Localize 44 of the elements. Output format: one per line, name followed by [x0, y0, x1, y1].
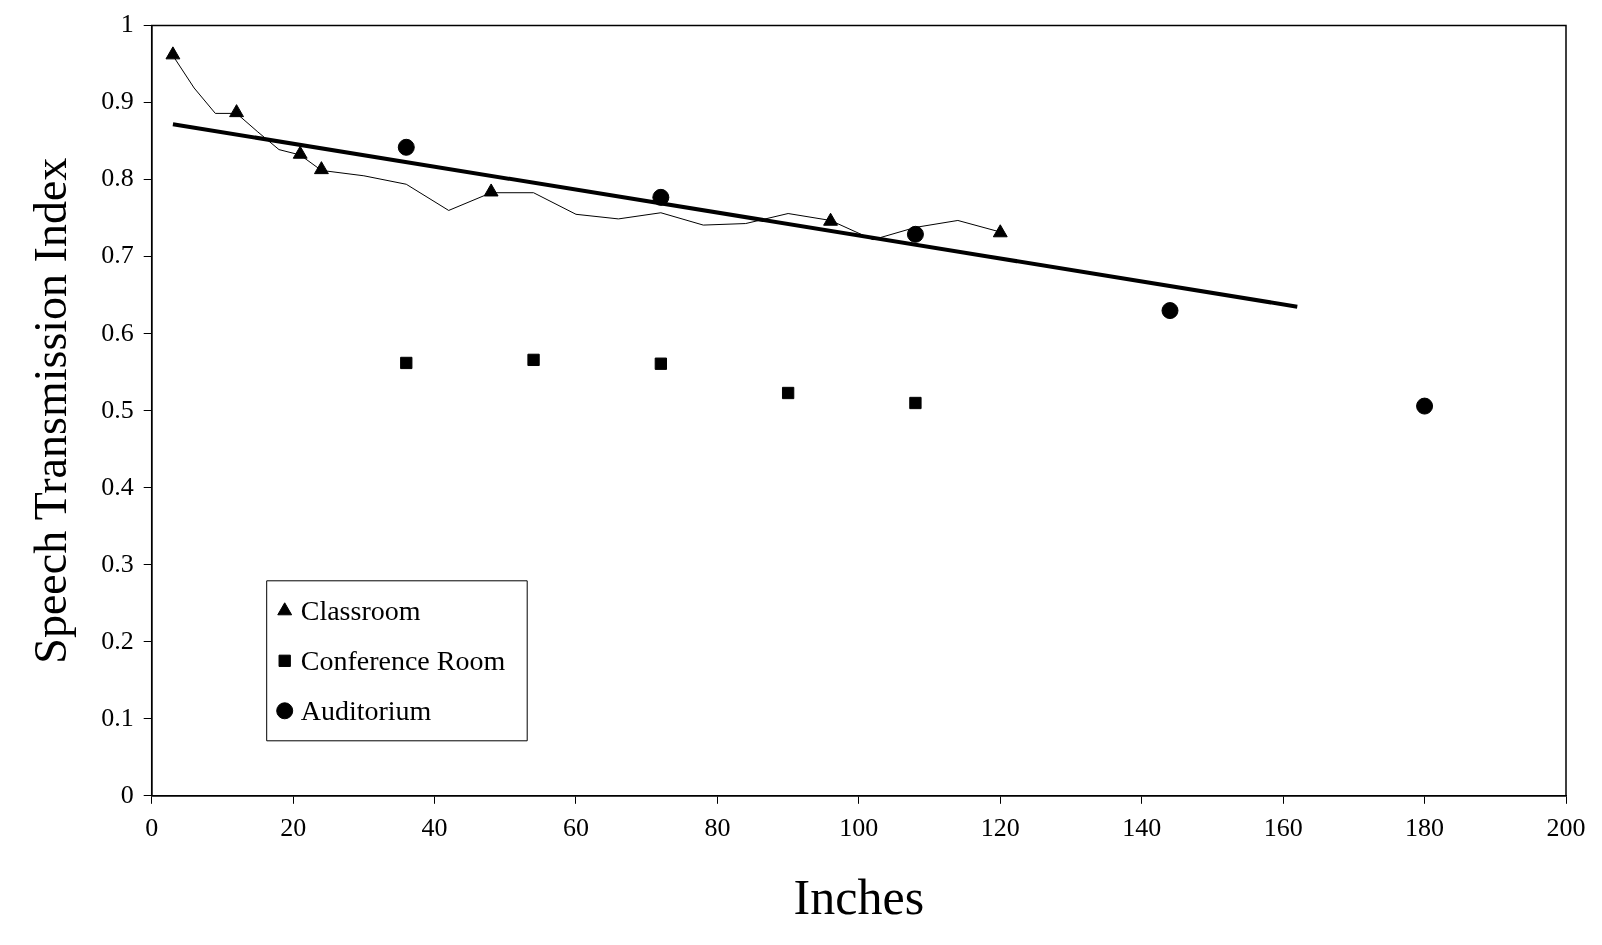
legend-label: Conference Room: [300, 645, 506, 677]
point: [292, 145, 308, 159]
x-tick-label: 160: [1263, 813, 1303, 843]
x-tick-label: 140: [1122, 813, 1162, 843]
point: [1416, 397, 1434, 415]
x-tick-label: 20: [280, 813, 307, 843]
point: [229, 104, 244, 118]
y-tick-label: 0.5: [101, 394, 134, 424]
point: [992, 224, 1008, 238]
point: [781, 386, 795, 400]
point: [165, 46, 181, 60]
y-tick-label: 0.2: [101, 625, 134, 655]
x-tick-label: 200: [1546, 813, 1586, 843]
point: [397, 138, 415, 156]
y-tick-label: 0.7: [101, 240, 134, 270]
x-axis-title: Inches: [793, 869, 925, 926]
point: [823, 212, 838, 226]
point: [906, 225, 924, 243]
y-tick-label: 0.8: [101, 163, 134, 193]
y-tick-label: 1: [120, 9, 134, 39]
x-tick-label: 180: [1405, 813, 1445, 843]
y-tick-label: 0.9: [101, 86, 134, 116]
point: [527, 353, 540, 367]
x-tick-label: 120: [980, 813, 1020, 843]
x-tick-label: 40: [421, 813, 448, 843]
y-axis-title: Speech Transmission Index: [24, 157, 76, 664]
x-tick-label: 80: [704, 813, 731, 843]
x-tick-label: 0: [145, 813, 159, 843]
point: [483, 183, 499, 197]
y-tick-label: 0.1: [101, 702, 134, 732]
y-tick-label: 0.6: [101, 317, 134, 347]
y-tick-label: 0.3: [101, 548, 134, 578]
legend-label: Classroom: [300, 595, 421, 627]
x-tick-label: 100: [839, 813, 879, 843]
legend-label: Auditorium: [300, 695, 432, 727]
point: [652, 188, 670, 206]
point: [654, 357, 668, 370]
point: [909, 396, 922, 410]
point: [313, 161, 329, 175]
y-tick-label: 0.4: [101, 471, 134, 501]
point: [400, 356, 413, 370]
y-tick-label: 0: [120, 779, 134, 809]
x-tick-label: 60: [562, 813, 589, 843]
point: [1161, 302, 1179, 320]
